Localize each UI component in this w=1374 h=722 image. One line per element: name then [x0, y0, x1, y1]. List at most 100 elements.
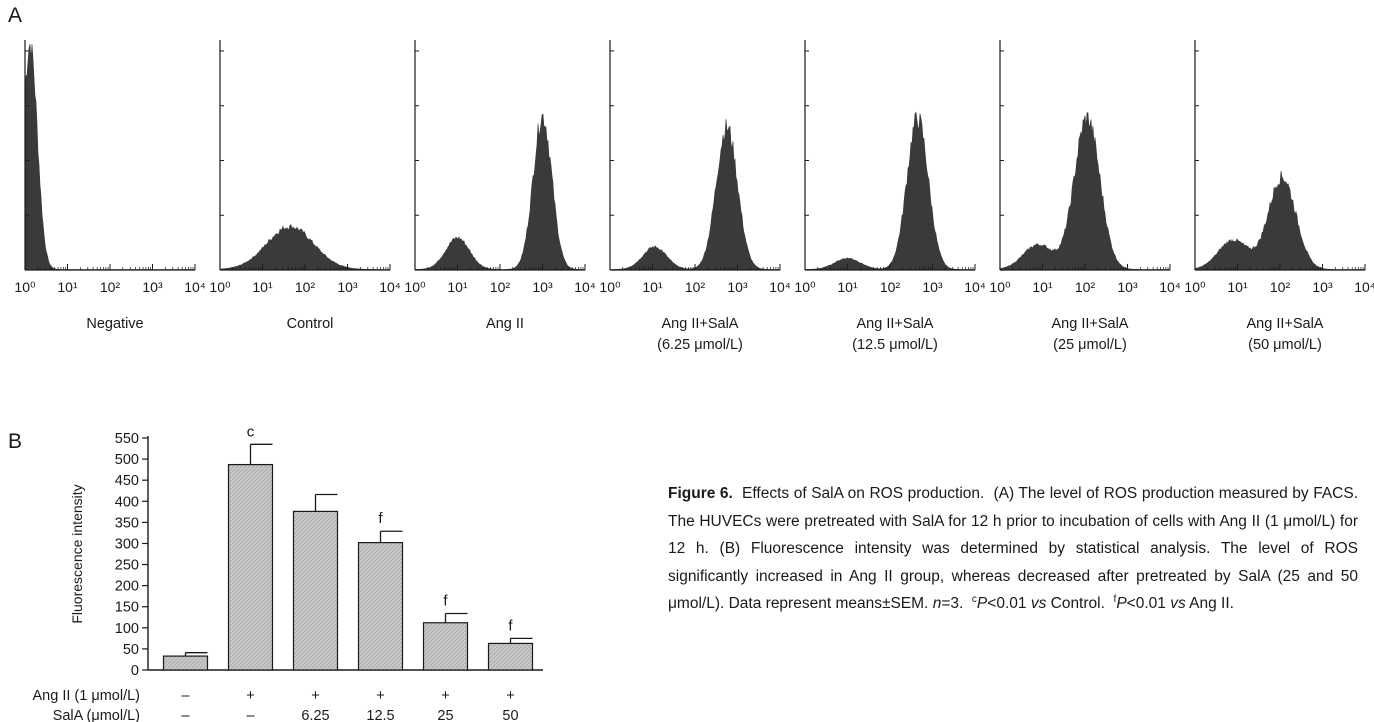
bar	[162, 655, 209, 671]
caption-sig2-sup: f	[1113, 594, 1117, 605]
x-tick-label: 10⁰	[209, 279, 231, 295]
histogram-panel: 10⁰ 10¹ 10² 10³ 10⁴ Ang II	[404, 40, 596, 332]
treatment-value: +	[311, 688, 319, 704]
panel-b-label: B	[8, 430, 23, 453]
x-tick-label: 10³	[1117, 279, 1138, 295]
x-tick-label: 10⁰	[404, 279, 426, 295]
y-tick-label: 450	[115, 473, 139, 489]
y-tick-label: 200	[115, 579, 139, 595]
histogram-series	[609, 119, 781, 271]
bar	[357, 542, 404, 671]
bar	[292, 510, 339, 671]
x-tick-label: 10⁴	[964, 279, 986, 295]
caption-body: (A) The level of ROS production measured…	[668, 485, 1359, 612]
x-tick-label: 10⁰	[794, 279, 816, 295]
y-tick-label: 100	[115, 621, 139, 637]
treatment-value: 6.25	[301, 708, 329, 722]
x-tick-label: 10⁴	[1354, 279, 1374, 295]
condition-label: (12.5 μmol/L)	[852, 337, 938, 353]
bar	[422, 622, 469, 671]
x-tick-label: 10⁰	[599, 279, 621, 295]
condition-label: Ang II+SalA	[662, 316, 739, 332]
histogram-series	[24, 44, 196, 271]
x-tick-label: 10³	[1312, 279, 1333, 295]
x-tick-label: 10³	[337, 279, 358, 295]
histogram-panel: 10⁰ 10¹ 10² 10³ 10⁴ Negative	[14, 40, 206, 332]
histogram-panel: 10⁰ 10¹ 10² 10³ 10⁴ Ang II+SalA (12.5 μmol/L)	[794, 40, 986, 353]
bar	[227, 463, 274, 671]
bar	[487, 642, 534, 671]
x-tick-label: 10²	[100, 279, 121, 295]
condition-label: Ang II+SalA	[1052, 316, 1129, 332]
treatment-value: +	[376, 688, 384, 704]
histogram-series	[804, 111, 976, 271]
treatment-value: –	[181, 688, 190, 704]
caption-sig2-vs: vs	[1170, 595, 1186, 612]
y-tick-label: 400	[115, 494, 139, 510]
y-tick-label: 500	[115, 452, 139, 468]
x-tick-label: 10²	[1270, 279, 1291, 295]
histogram-panel: 10⁰ 10¹ 10² 10³ 10⁴ Ang II+SalA (6.25 μmol/L)	[599, 40, 791, 353]
treatment-value: 50	[502, 708, 518, 722]
y-tick-label: 50	[123, 642, 139, 658]
x-tick-label: 10²	[880, 279, 901, 295]
x-tick-label: 10²	[685, 279, 706, 295]
x-tick-label: 10¹	[642, 279, 663, 295]
significance-label: f	[443, 592, 448, 609]
caption-sig1-p: P	[976, 595, 988, 612]
x-tick-label: 10⁰	[1184, 279, 1206, 295]
significance-label: f	[378, 510, 383, 527]
y-tick-label: 0	[131, 663, 139, 679]
treatment-row-label: SalA (μmol/L)	[53, 708, 140, 722]
condition-label: Negative	[86, 316, 143, 332]
condition-label: Ang II	[486, 316, 524, 332]
treatment-value: +	[441, 688, 449, 704]
histogram-panel: 10⁰ 10¹ 10² 10³ 10⁴ Control	[209, 40, 401, 332]
treatment-value: 25	[437, 708, 453, 722]
caption-n-label: n	[932, 595, 942, 612]
caption-sig1-vs: vs	[1030, 595, 1047, 612]
caption-sig1-ref: Control.	[1050, 595, 1105, 612]
caption-sig2-text: <0.01	[1126, 595, 1166, 612]
condition-label: Ang II+SalA	[1247, 316, 1324, 332]
condition-label: (50 μmol/L)	[1248, 337, 1322, 353]
condition-label: Ang II+SalA	[857, 316, 934, 332]
x-tick-label: 10¹	[1227, 279, 1248, 295]
figure-caption: Figure 6. Effects of SalA on ROS product…	[668, 480, 1358, 618]
x-tick-label: 10³	[727, 279, 748, 295]
x-tick-label: 10¹	[447, 279, 468, 295]
x-tick-label: 10⁴	[769, 279, 791, 295]
treatment-row-label: Ang II (1 μmol/L)	[33, 688, 140, 704]
y-tick-label: 150	[115, 600, 139, 616]
condition-label: (6.25 μmol/L)	[657, 337, 743, 353]
x-tick-label: 10²	[1075, 279, 1096, 295]
caption-n-value: =3.	[941, 595, 964, 612]
y-tick-label: 250	[115, 558, 139, 574]
histogram-series	[219, 224, 391, 271]
x-tick-label: 10¹	[1032, 279, 1053, 295]
treatment-value: +	[246, 688, 254, 704]
y-tick-label: 300	[115, 536, 139, 552]
caption-sig1-text: <0.01	[987, 595, 1027, 612]
treatment-value: –	[181, 708, 190, 722]
y-tick-label: 350	[115, 515, 139, 531]
histogram-panel: 10⁰ 10¹ 10² 10³ 10⁴ Ang II+SalA (50 μmol/L)	[1184, 40, 1374, 353]
histogram-series	[999, 112, 1171, 271]
caption-title: Effects of SalA on ROS production.	[742, 485, 985, 502]
x-tick-label: 10¹	[57, 279, 78, 295]
x-tick-label: 10⁴	[574, 279, 596, 295]
treatment-value: +	[506, 688, 514, 704]
x-tick-label: 10³	[532, 279, 553, 295]
x-tick-label: 10³	[142, 279, 163, 295]
caption-sig2-ref: Ang II.	[1189, 595, 1234, 612]
x-tick-label: 10²	[295, 279, 316, 295]
x-tick-label: 10⁰	[989, 279, 1011, 295]
y-axis-title: Fluorescence intensity	[69, 484, 85, 623]
caption-sig1-sup: c	[971, 594, 977, 605]
flow-histograms-panel: 10⁰ 10¹ 10² 10³ 10⁴ Negative 10⁰ 10¹ 10² 10³ 10⁴ Co…	[14, 40, 1374, 353]
fluorescence-bar-chart: 0 50 100 150 200 250 300 350 400 450 500 550 Fluores…	[33, 423, 543, 722]
panel-a-label: A	[8, 4, 23, 27]
significance-label: f	[508, 617, 513, 634]
histogram-panel: 10⁰ 10¹ 10² 10³ 10⁴ Ang II+SalA (25 μmol/L)	[989, 40, 1181, 353]
caption-sig2-p: P	[1116, 595, 1127, 612]
